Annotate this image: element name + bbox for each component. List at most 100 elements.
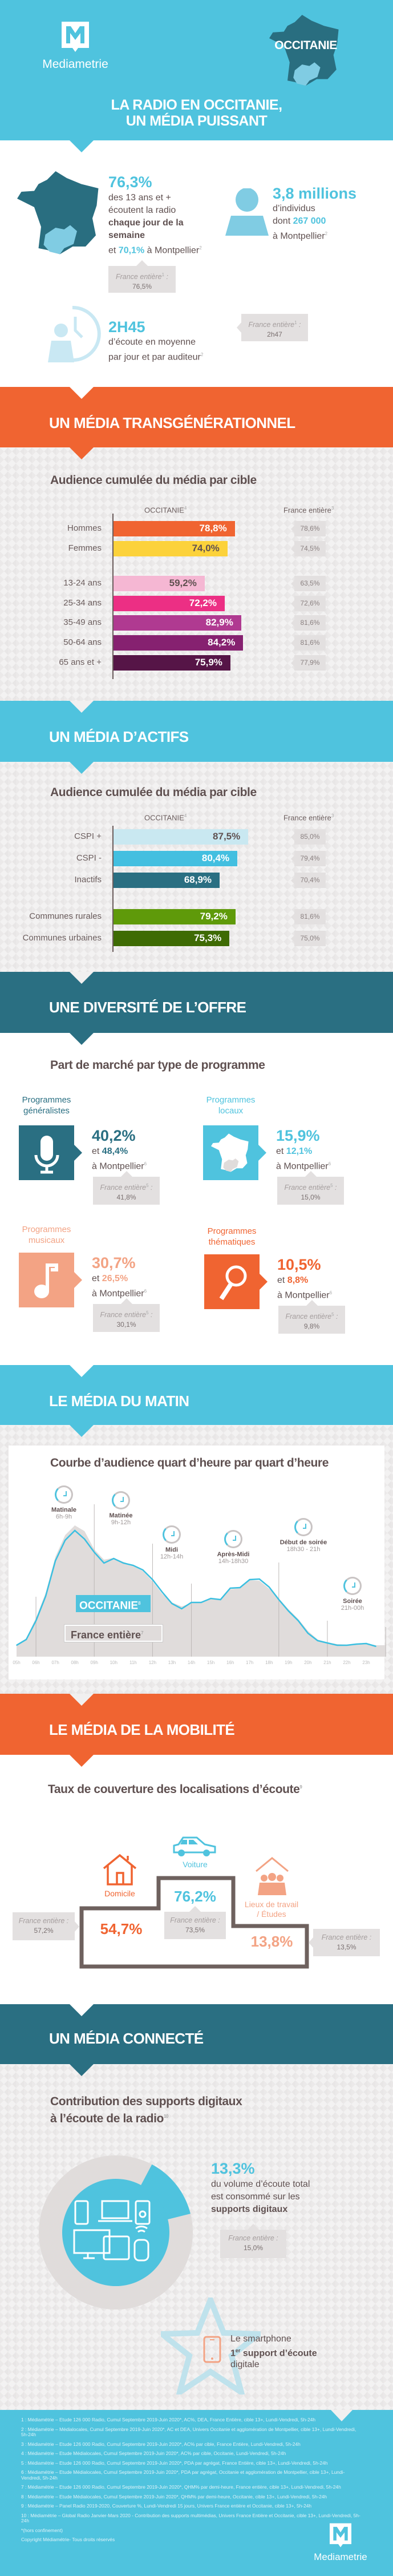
footnote-ref: 2 [200, 352, 204, 357]
digital-share-bold: supports digitaux [211, 2204, 288, 2214]
microphone-icon [19, 1136, 74, 1182]
footnote-ref: 7 [141, 1630, 144, 1636]
programme-title-line1: Programmes [22, 1225, 71, 1234]
smartphone-icon [203, 2336, 221, 2363]
footnote: 1 : Médiamétrie – Etude 126 000 Radio, C… [21, 2417, 316, 2422]
pointer [70, 762, 94, 774]
digital-share-stat: 13,3% du volume d’écoute total est conso… [211, 2161, 310, 2216]
section-title-mobilite: LE MÉDIA DE LA MOBILITÉ [49, 1721, 235, 1738]
occitanie-point [278, 1599, 279, 1600]
car-value: 76,2% [174, 1888, 216, 1905]
bar-value-label: 79,2% [200, 911, 228, 922]
france-reach-box: France entière1 : 76,5% [108, 260, 176, 293]
bar: 59,2% [114, 576, 205, 592]
bar-label: CSPI + [74, 831, 102, 841]
digital-share-donut [39, 2155, 193, 2309]
france-share-box: France entière5 :30,1% [93, 1298, 160, 1332]
programme-share-value: 40,2% [92, 1127, 136, 1144]
bar: 68,9% [114, 873, 220, 888]
x-tick-label: 21h [323, 1660, 331, 1665]
programme-title: Programmes thématiques [198, 1226, 265, 1247]
x-tick-label: 09h [91, 1660, 98, 1665]
bar: 82,9% [114, 615, 241, 631]
montpellier-label: à Montpellier [276, 1161, 329, 1172]
x-tick-label: 10h [110, 1660, 118, 1665]
occitanie-point [113, 1558, 115, 1559]
bar-label: 65 ans et + [59, 657, 102, 667]
clock-icon [294, 1518, 313, 1536]
france-value-box: 79,4% [291, 851, 326, 866]
workplace-label-line2: / Études [257, 1909, 286, 1919]
pointer [70, 1694, 94, 1706]
pointer [70, 1033, 94, 1045]
daypart-name: Midi [165, 1547, 178, 1553]
legend-label: France entière [71, 1629, 141, 1641]
footnote: 8 : Médiamétrie – Etude Médialocales, Cu… [21, 2493, 327, 2500]
individuals-value: 3,8 millions [273, 185, 357, 202]
france-area [17, 1525, 386, 1657]
legend-occitanie: OCCITANIE8 [76, 1595, 151, 1612]
x-tick-label: 11h [129, 1660, 137, 1665]
clock-icon [163, 1525, 181, 1544]
daypart-label: Après-Midi 14h-18h30 [205, 1551, 262, 1565]
x-tick-label: 17h [246, 1660, 253, 1665]
bar-value-label: 78,8% [199, 523, 227, 534]
column-header-france: France entière [283, 813, 331, 822]
france-value-box: 70,4% [291, 873, 326, 888]
et-label: et [276, 1146, 284, 1156]
daypart-hours: 6h-9h [55, 1513, 72, 1520]
smartphone-stat: Le smartphone 1er support d’écoute digit… [230, 2333, 317, 2371]
digital-share-line1: du volume d’écoute total [211, 2179, 310, 2189]
france-duration-box: France entière1 : 2h47 [237, 314, 308, 341]
daypart-name: Matinale [51, 1507, 76, 1513]
france-value-box: 75,0% [291, 931, 326, 946]
listener-clock-icon [48, 305, 101, 362]
individuals-stat: 3,8 millions d’individus dont 267 000 à … [273, 186, 356, 243]
occitanie-point [366, 1643, 367, 1644]
occitanie-point [64, 1540, 66, 1541]
occitanie-point [249, 1579, 250, 1580]
france-share-value: 41,8% [116, 1193, 136, 1201]
et-label: et [92, 1146, 100, 1156]
footer-logo: Mediametrie [303, 2522, 378, 2563]
brand-name: Mediametrie [42, 58, 108, 71]
bar-value-label: 74,0% [192, 542, 220, 554]
footnote-ref: 6 [144, 1289, 147, 1294]
occitanie-point [132, 1565, 134, 1566]
daypart-hours: 9h-12h [111, 1519, 131, 1526]
bar-label: 35-49 ans [63, 617, 102, 628]
france-workplace-box: France entière : 13,5% [309, 1929, 380, 1956]
bar: 74,0% [114, 540, 228, 556]
footnote-ref: 10 [163, 2114, 169, 2119]
pointer [70, 2004, 94, 2016]
footnote-ref: 5 [331, 1312, 334, 1317]
footnote-ref: 6 [329, 1290, 333, 1295]
bar: 78,8% [114, 521, 235, 536]
region-name: OCCITANIE [274, 39, 337, 52]
france-home-box: France entière : 57,2% [13, 1912, 79, 1940]
france-value-box: 78,6% [291, 521, 326, 536]
footnote: 4 : Médiamétrie – Etude Médialocales, Cu… [21, 2450, 286, 2456]
france-value-box: 85,0% [291, 829, 326, 845]
smartphone-bold: support d’écoute [242, 2348, 317, 2359]
daily-reach-value: 76,3% [108, 173, 152, 191]
occitanie-point [55, 1560, 56, 1561]
montpellier-individuals-value: 267 000 [293, 216, 326, 226]
pointer [70, 1425, 94, 1437]
daypart-label: Midi 12h-14h [143, 1547, 200, 1560]
france-share-box: France entière5 :9,8% [278, 1300, 345, 1334]
daypart-label: Début de soirée 18h30 - 21h [275, 1539, 332, 1553]
france-car-box: France entière : 73,5% [164, 1906, 226, 1939]
occitanie-point [94, 1552, 95, 1553]
bar-value-label: 82,9% [205, 617, 233, 628]
occitanie-point [337, 1645, 338, 1646]
occitanie-point [35, 1620, 37, 1621]
smartphone-rank-sup: er [235, 2348, 241, 2353]
montpellier-label: à Montpellier [92, 1161, 144, 1172]
occitanie-point [229, 1588, 231, 1589]
chart-title-line2: à l’écoute de la radio [50, 2112, 164, 2125]
pointer [70, 447, 94, 459]
occitanie-point [26, 1639, 27, 1640]
montpellier-label: à Montpellier [92, 1289, 144, 1299]
programme-stat: 10,5% et 8,8% à Montpellier6 [277, 1257, 332, 1302]
